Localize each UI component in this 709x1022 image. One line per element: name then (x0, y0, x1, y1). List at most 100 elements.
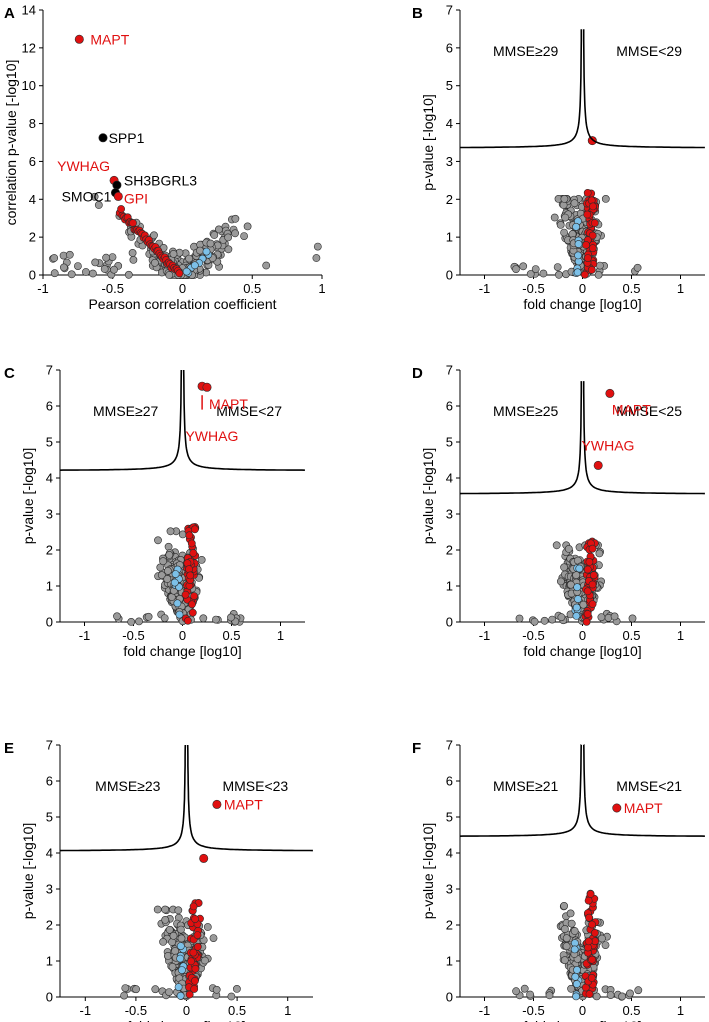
data-point (570, 199, 579, 208)
data-point (583, 565, 592, 574)
data-point (560, 902, 568, 910)
data-point (586, 890, 595, 898)
y-tick-label: 5 (446, 435, 453, 450)
y-tick-label: 6 (29, 154, 36, 169)
data-point (120, 991, 128, 1000)
data-point (212, 985, 221, 994)
data-point (545, 991, 554, 1000)
data-point (91, 258, 100, 267)
y-tick-label: 7 (446, 3, 453, 18)
data-point (561, 925, 569, 933)
x-tick-label: 1 (677, 281, 684, 296)
y-tick-label: 4 (446, 846, 453, 861)
y-tick-label: 2 (29, 230, 36, 245)
x-tick-label: -1 (79, 628, 91, 643)
data-point (574, 240, 583, 248)
data-point (588, 955, 596, 964)
x-tick-label: -1 (37, 281, 49, 296)
group-label-left: MMSE≥23 (95, 778, 160, 794)
data-point (127, 618, 136, 626)
data-point (571, 972, 580, 981)
data-point (520, 984, 529, 993)
data-point (587, 265, 596, 274)
data-point (159, 938, 167, 946)
data-point (175, 610, 184, 619)
y-tick-label: 3 (446, 154, 453, 169)
data-point (588, 544, 597, 553)
data-point (74, 34, 84, 44)
data-point (98, 133, 108, 143)
data-point (189, 549, 198, 557)
x-tick-label: 0.5 (228, 1003, 246, 1018)
group-label-right: MMSE<23 (222, 778, 288, 794)
group-label-right: MMSE<29 (616, 43, 682, 59)
protein-label: MAPT (90, 31, 129, 47)
data-point (612, 803, 622, 813)
x-axis-title: Pearson correlation coefficient (88, 296, 276, 312)
x-tick-label: -1 (479, 281, 491, 296)
data-point (151, 985, 160, 994)
data-point (633, 263, 642, 272)
x-axis-title: fold change [log10] (123, 643, 241, 659)
protein-label: SH3BGRL3 (124, 172, 197, 188)
data-point (312, 254, 321, 262)
x-tick-label: -1 (80, 1003, 92, 1018)
x-tick-label: 0.5 (622, 281, 640, 296)
data-point (67, 270, 76, 279)
data-point (610, 612, 619, 621)
data-point (212, 799, 222, 809)
data-point (231, 214, 240, 223)
data-point (211, 615, 220, 624)
data-point (176, 991, 185, 1000)
data-point (112, 180, 122, 190)
x-tick-label: 0 (579, 628, 586, 643)
x-tick-label: 0.5 (622, 628, 640, 643)
data-point (203, 923, 212, 931)
y-axis-title: p-value [-log10] (420, 823, 436, 920)
data-point (191, 964, 200, 973)
data-point (574, 595, 582, 603)
data-point (561, 213, 570, 222)
data-point (584, 937, 593, 946)
y-tick-label: 3 (446, 507, 453, 522)
data-point (526, 990, 534, 999)
data-point (190, 977, 199, 985)
y-tick-label: 2 (46, 918, 53, 933)
data-point (206, 239, 215, 248)
protein-label: YWHAG (582, 438, 635, 454)
x-tick-label: 1 (677, 1003, 684, 1018)
data-point (605, 388, 615, 398)
data-point (100, 265, 109, 273)
data-point (562, 934, 571, 943)
y-tick-label: 10 (22, 78, 36, 93)
data-point (124, 270, 133, 279)
x-tick-label: 0 (179, 628, 186, 643)
data-point (583, 188, 592, 197)
data-point (188, 608, 197, 617)
data-point (553, 263, 562, 271)
panel-b: B 0 1 2 3 4 5 6 7 -1 -0.5 0 0.5 1 fold change [log10] p… (412, 3, 705, 312)
data-point (512, 987, 520, 996)
data-point (181, 590, 190, 599)
data-point (588, 231, 597, 240)
data-point (634, 986, 643, 995)
data-point (174, 906, 183, 915)
data-point (74, 262, 82, 270)
data-point (588, 600, 597, 608)
y-tick-label: 2 (446, 192, 453, 207)
x-tick-label: 0.5 (622, 1003, 640, 1018)
y-tick-label: 6 (446, 399, 453, 414)
data-points (515, 388, 637, 626)
data-point (562, 942, 571, 951)
significance-curve-left (60, 744, 187, 852)
data-point (159, 557, 167, 566)
data-point (164, 542, 173, 551)
panel-f: F 0 1 2 3 4 5 6 7 -1 -0.5 0 0.5 1 fold change [log10] p… (412, 738, 705, 1022)
data-point (165, 551, 174, 559)
data-points (49, 34, 322, 279)
significance-curve-right (186, 744, 313, 852)
panel-e: E 0 1 2 3 4 5 6 7 -1 -0.5 0 0.5 1 fold change [log10] p… (4, 738, 313, 1022)
data-point (601, 194, 610, 203)
x-tick-label: 0 (579, 281, 586, 296)
data-point (174, 983, 183, 991)
